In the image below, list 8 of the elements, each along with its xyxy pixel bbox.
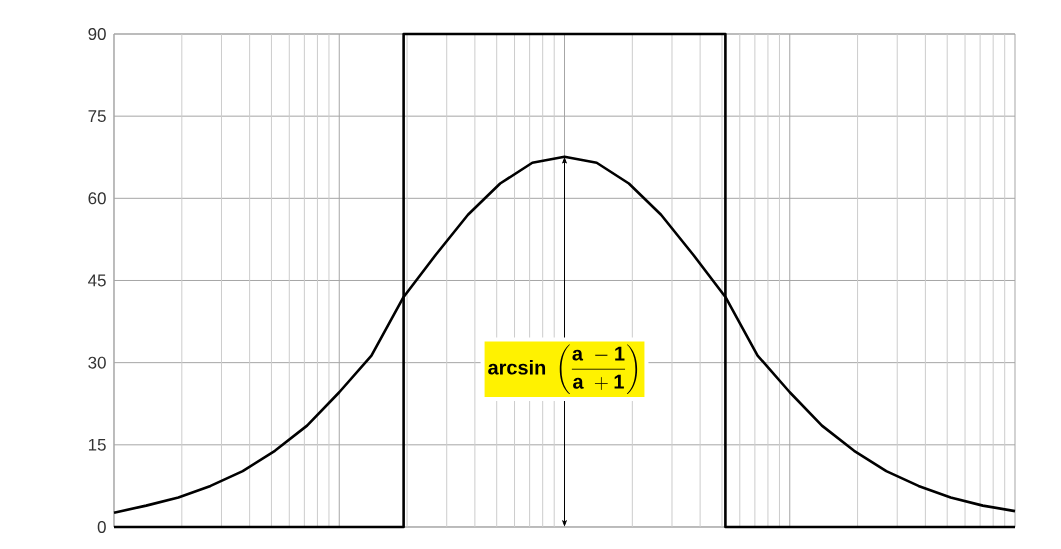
y-tick-label: 30: [88, 356, 106, 369]
y-tick-label: 0: [97, 520, 106, 533]
y-tick-label: 45: [88, 274, 106, 287]
y-tick-label: 75: [88, 110, 106, 123]
annotation: $\mathbf{arcsin}\;\left(\frac{\mathbf{a}\;-\mathbf{1}}{\mathbf{a}\;+\mathbf{1}}\right)$: [488, 344, 638, 394]
y-tick-label: 60: [88, 192, 106, 205]
y-tick-label: 90: [88, 28, 106, 40]
y-tick-label: 15: [88, 438, 106, 451]
